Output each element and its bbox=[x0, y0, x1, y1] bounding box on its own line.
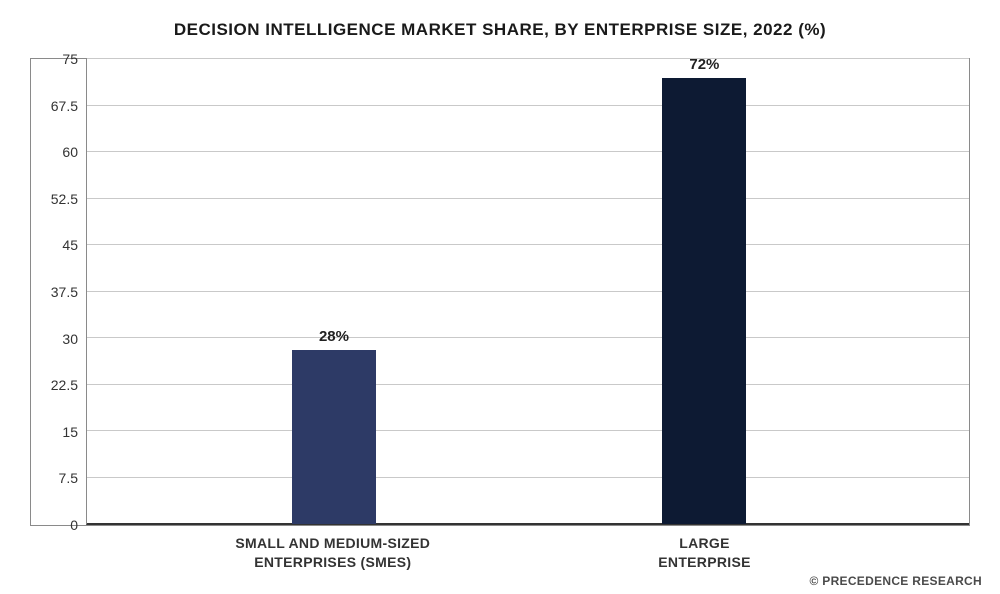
y-tick: 45 bbox=[33, 237, 78, 253]
grid-line bbox=[87, 430, 969, 431]
x-label-line: ENTERPRISE bbox=[658, 554, 750, 570]
bar-group-sme: 28% bbox=[292, 350, 376, 524]
grid-line bbox=[87, 337, 969, 338]
y-tick: 22.5 bbox=[33, 377, 78, 393]
y-tick: 37.5 bbox=[33, 284, 78, 300]
bars-region: 28% 72% bbox=[86, 59, 969, 525]
bar-group-large: 72% bbox=[662, 78, 746, 524]
x-label-line: ENTERPRISES (SMES) bbox=[254, 554, 411, 570]
grid-line bbox=[87, 58, 969, 59]
y-tick: 15 bbox=[33, 424, 78, 440]
bar-value-label: 72% bbox=[689, 56, 719, 73]
grid-line bbox=[87, 477, 969, 478]
chart-container: DECISION INTELLIGENCE MARKET SHARE, BY E… bbox=[0, 0, 1000, 594]
source-attribution: © PRECEDENCE RESEARCH bbox=[809, 574, 982, 588]
grid-line bbox=[87, 384, 969, 385]
y-tick: 75 bbox=[33, 51, 78, 67]
y-tick: 52.5 bbox=[33, 191, 78, 207]
y-tick: 0 bbox=[33, 517, 78, 533]
plot-area: 0 7.5 15 22.5 30 37.5 45 52.5 60 67.5 75 bbox=[30, 58, 970, 526]
chart-title: DECISION INTELLIGENCE MARKET SHARE, BY E… bbox=[30, 20, 970, 40]
grid-line bbox=[87, 291, 969, 292]
x-label-sme: SMALL AND MEDIUM-SIZED ENTERPRISES (SMES… bbox=[203, 534, 463, 572]
x-label-large: LARGE ENTERPRISE bbox=[575, 534, 835, 572]
y-tick: 67.5 bbox=[33, 98, 78, 114]
y-axis: 0 7.5 15 22.5 30 37.5 45 52.5 60 67.5 75 bbox=[31, 59, 86, 525]
grid-line bbox=[87, 151, 969, 152]
x-axis-line bbox=[87, 523, 969, 525]
grid-line bbox=[87, 244, 969, 245]
y-tick: 7.5 bbox=[33, 470, 78, 486]
x-label-line: SMALL AND MEDIUM-SIZED bbox=[235, 535, 430, 551]
x-label-line: LARGE bbox=[679, 535, 730, 551]
bar-value-label: 28% bbox=[319, 328, 349, 345]
y-tick: 60 bbox=[33, 144, 78, 160]
bar-large: 72% bbox=[662, 78, 746, 524]
grid-line bbox=[87, 198, 969, 199]
bar-sme: 28% bbox=[292, 350, 376, 524]
grid-line bbox=[87, 105, 969, 106]
y-tick: 30 bbox=[33, 331, 78, 347]
